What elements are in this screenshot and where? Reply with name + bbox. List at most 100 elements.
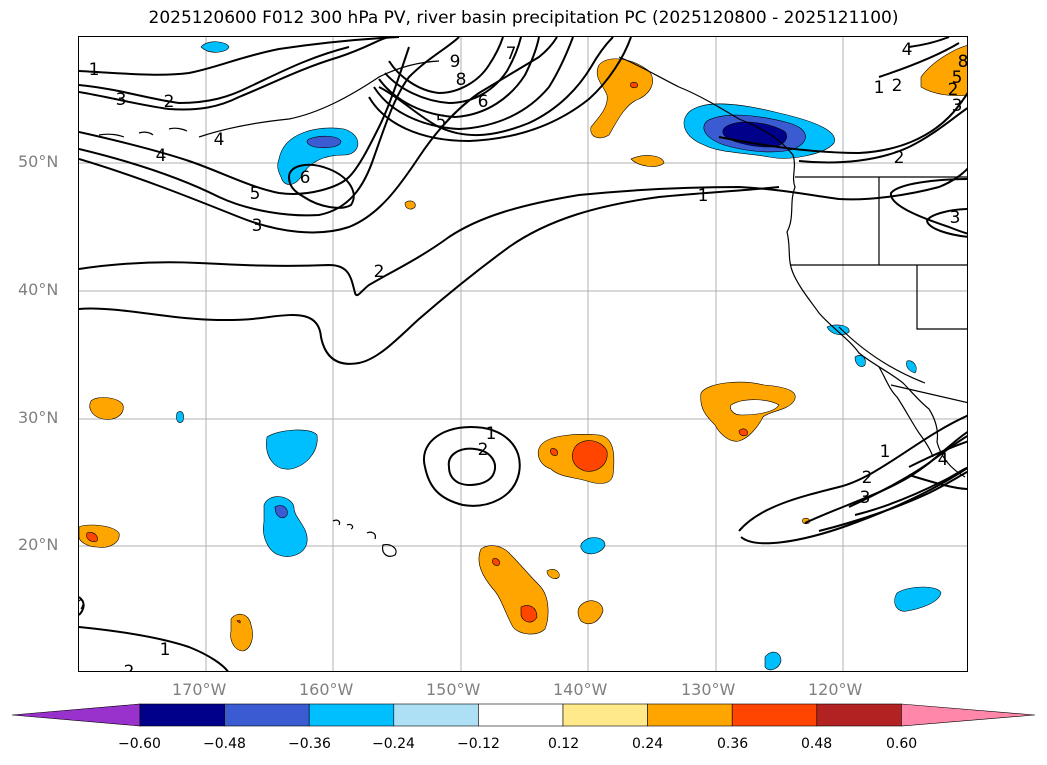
north-america-coast [618,56,966,478]
colorbar-tick: 0.60 [886,736,918,752]
contour-label: 4 [214,130,225,150]
pv-contour-ne-1 [718,92,967,155]
colorbar-segment [816,703,902,727]
colorbar-tick: 0.24 [632,736,664,752]
contour-label: 3 [860,488,871,508]
pv-contour-ne-3 [890,178,967,235]
precip-core-aleutian [306,135,342,149]
pv-contour-sw-2 [79,626,229,671]
pv-contour-sw-1 [79,596,85,616]
pv-contour-se-1 [738,414,967,532]
contour-label: 1 [89,60,100,80]
contour-label: 5 [250,184,261,204]
hawaii-islands [332,519,397,557]
precip-blob-se-alaska [590,58,653,139]
pv-contour-4 [79,46,410,195]
contour-label: 1 [486,424,497,444]
pv-contour-upper-7 [378,37,540,119]
contour-label: 5 [436,112,447,132]
pv-contour-se-3 [848,435,967,508]
colorbar-tick: −0.60 [118,736,161,752]
lat-label-50n: 50°N [18,152,59,171]
lat-label-40n: 40°N [18,280,59,299]
map-title: 2025120600 F012 300 hPa PV, river basin … [148,8,899,28]
contour-label: 1 [698,186,709,206]
colorbar-tick: −0.36 [288,736,331,752]
colorbar-tick: 0.36 [717,736,749,752]
pv-contour-ne-4 [878,37,960,78]
contour-labels: 1 3 2 4 4 5 3 6 9 8 7 6 5 2 1 2 1 2 3 4 … [89,40,968,672]
colorbar-segment [478,703,564,727]
colorbar-tick: −0.12 [457,736,500,752]
contour-label: 2 [478,440,489,460]
colorbar-extend-min [11,703,141,727]
lon-label-120w: 120°W [808,680,863,699]
contour-label: 1 [160,640,171,660]
contour-label: 7 [506,44,517,64]
pv-contour-1-north [79,37,400,76]
contour-label: 3 [252,216,263,236]
contour-label: 3 [952,96,963,116]
colorbar-segment [139,703,225,727]
colorbar-segment [224,703,310,727]
contour-label: 4 [156,146,167,166]
pv-contour-upper-5 [368,37,632,143]
contour-label: 2 [892,76,903,96]
contour-label: 9 [450,52,461,72]
lon-label-160w: 160°W [299,680,354,699]
pv-contour-ne-3b [925,208,967,238]
coastlines [198,56,967,478]
contour-label: 1 [874,78,885,98]
pv-contour-se-2b [818,470,967,532]
contour-label: 6 [300,168,311,188]
pv-contours [79,37,967,671]
pv-contour-3-outer [79,37,558,234]
contour-label: 2 [164,92,175,112]
negative-precip-areas [176,41,942,671]
contour-label: 8 [958,52,968,72]
state-border [916,265,967,330]
baja-coast [878,366,934,458]
contour-label: 2 [374,262,385,282]
contour-label: 4 [902,40,913,60]
contour-label: 8 [456,70,467,90]
positive-precip-areas [79,45,967,652]
pv-contour-6 [287,163,355,209]
pv-contour-1-trough [79,186,780,365]
pv-contour-2 [79,46,350,105]
pv-contour-ne-2 [798,107,967,164]
contour-label: 3 [116,90,127,110]
contour-label: 2 [862,468,873,488]
lat-label-30n: 30°N [18,408,59,427]
precip-blob-ne-corner [920,45,967,97]
state-border [838,326,926,384]
pv-contour-upper-6 [373,37,574,131]
contour-label: 5 [952,68,963,88]
map-area[interactable]: 1 3 2 4 4 5 3 6 9 8 7 6 5 2 1 2 1 2 3 4 … [78,36,968,672]
contour-label: 4 [938,450,949,470]
pv-contour-upper-8 [384,37,522,105]
colorbar-extend-max [901,703,1036,727]
colorbar-segment [562,703,648,727]
lat-label-20n: 20°N [18,535,59,554]
contour-label: 2 [124,662,135,672]
colorbar-tick: −0.48 [203,736,246,752]
contour-label: 2 [948,80,959,100]
pv-contour-se-3b [854,466,967,516]
colorbar [11,703,1036,727]
state-border [890,384,967,404]
pv-contour-se-4 [908,440,967,490]
pv-contour-ring-2 [447,447,496,486]
contour-label: 6 [478,92,489,112]
map-canvas: 1 3 2 4 4 5 3 6 9 8 7 6 5 2 1 2 1 2 3 4 … [79,37,968,672]
colorbar-tick: 0.12 [548,736,580,752]
contour-label: 3 [950,208,961,228]
precip-blob-south-pacific [478,545,549,635]
pv-contour-2-trough [79,167,967,297]
colorbar-segment [308,703,395,727]
colorbar-segment [393,703,479,727]
contour-label: 1 [880,442,891,462]
contour-label: 2 [894,148,905,168]
colorbar-tick: −0.24 [372,736,415,752]
pv-contour-ring-1 [422,425,521,507]
